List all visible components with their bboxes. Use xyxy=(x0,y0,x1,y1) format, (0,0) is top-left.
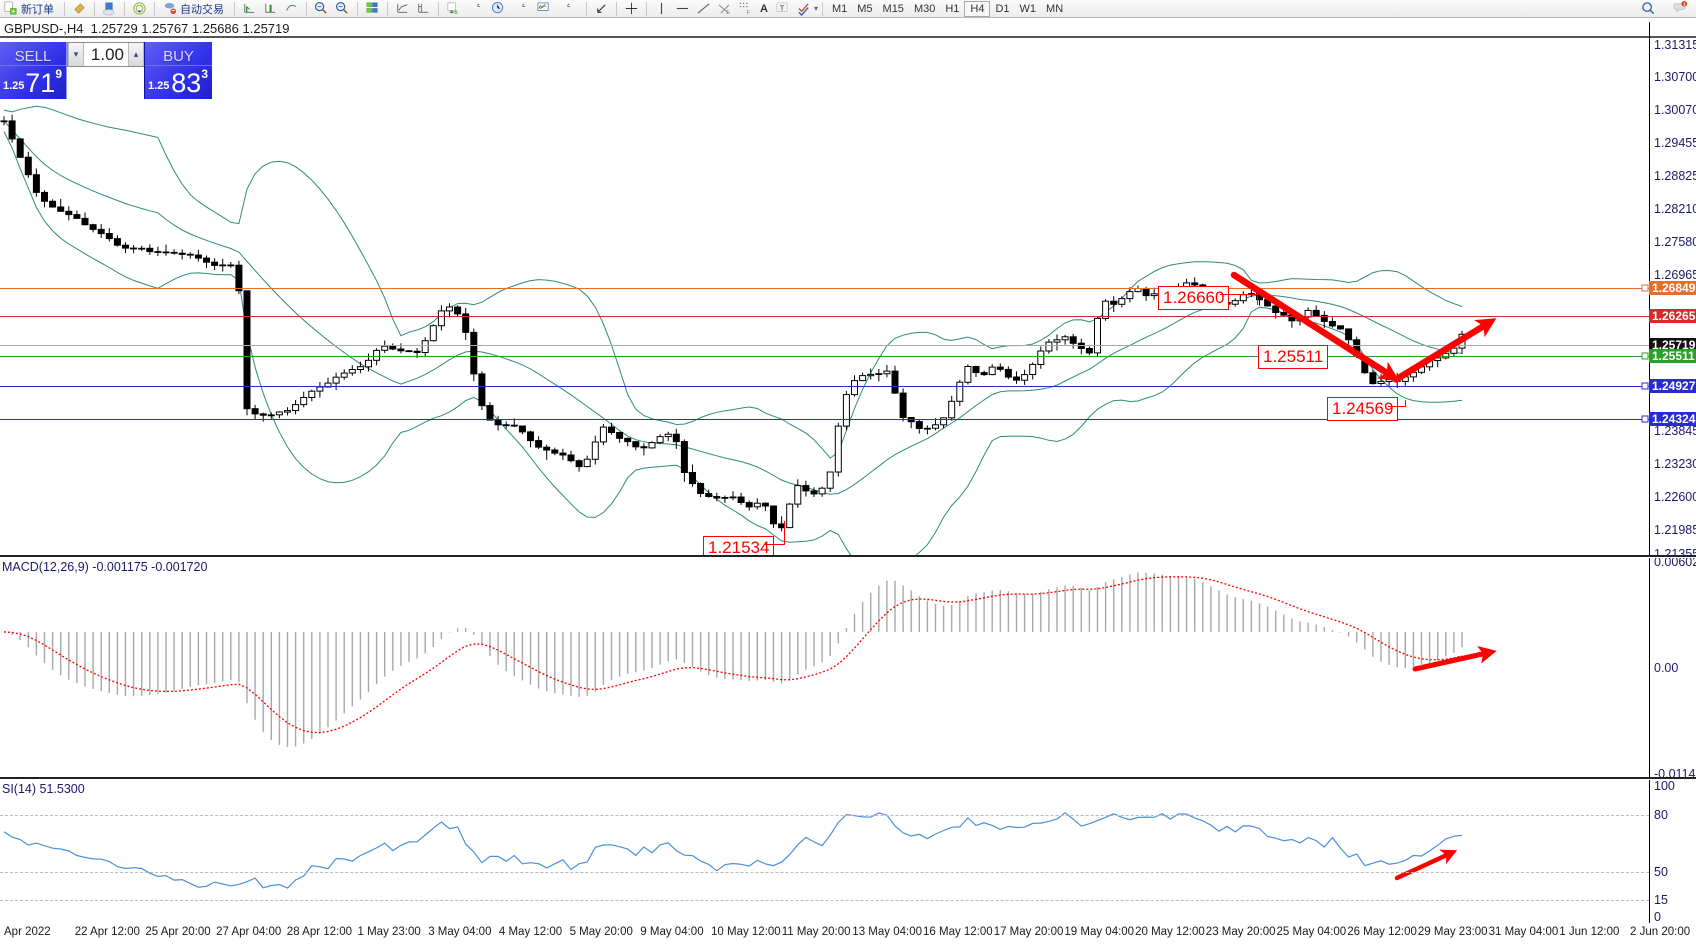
svg-text:T: T xyxy=(780,3,785,12)
svg-text:F: F xyxy=(746,10,750,16)
svg-text:E: E xyxy=(726,10,730,16)
svg-text:1: 1 xyxy=(1683,2,1686,7)
